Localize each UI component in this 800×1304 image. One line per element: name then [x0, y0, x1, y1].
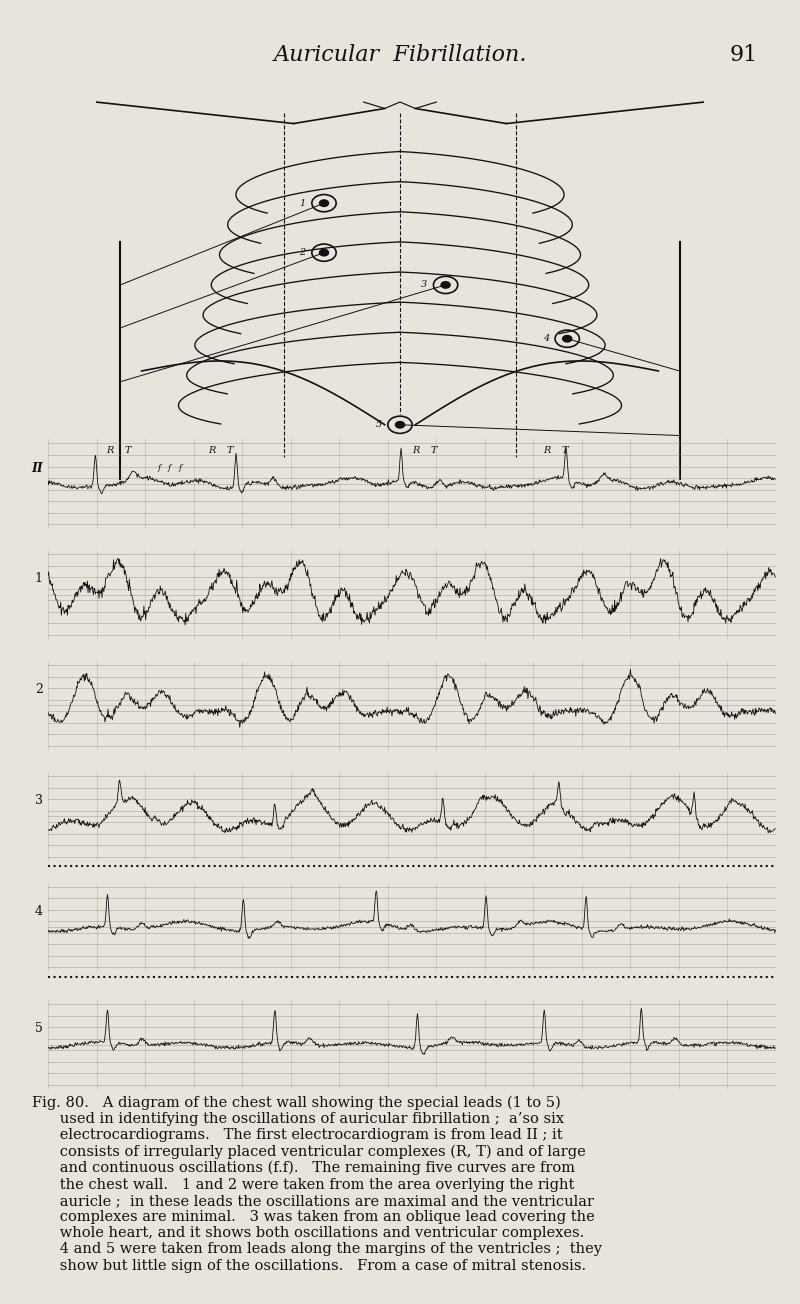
- Text: 91: 91: [730, 44, 758, 65]
- Text: 2: 2: [34, 683, 42, 696]
- Circle shape: [319, 249, 329, 256]
- Text: R: R: [208, 446, 215, 455]
- Text: R: R: [412, 446, 419, 455]
- Text: f   f   f: f f f: [157, 464, 182, 472]
- Text: T: T: [125, 446, 131, 455]
- Text: 3: 3: [421, 280, 427, 289]
- Circle shape: [319, 200, 329, 206]
- Text: 4: 4: [34, 905, 42, 918]
- Text: T: T: [430, 446, 437, 455]
- Circle shape: [441, 282, 450, 288]
- Text: 3: 3: [34, 794, 42, 807]
- Circle shape: [562, 335, 572, 342]
- Text: Auricular  Fibrillation.: Auricular Fibrillation.: [274, 44, 526, 65]
- Text: 1: 1: [34, 572, 42, 585]
- Text: II: II: [31, 462, 42, 475]
- Text: 5: 5: [34, 1022, 42, 1035]
- Text: R: R: [543, 446, 550, 455]
- Text: 4: 4: [542, 334, 549, 343]
- Text: 2: 2: [299, 248, 306, 257]
- Text: R: R: [106, 446, 114, 455]
- Text: T: T: [226, 446, 233, 455]
- Text: Fig. 80.   A diagram of the chest wall showing the special leads (1 to 5)
      : Fig. 80. A diagram of the chest wall sho…: [32, 1095, 602, 1273]
- Text: 1: 1: [299, 198, 306, 207]
- Text: T: T: [562, 446, 568, 455]
- Circle shape: [395, 421, 405, 428]
- Text: 5: 5: [375, 420, 382, 429]
